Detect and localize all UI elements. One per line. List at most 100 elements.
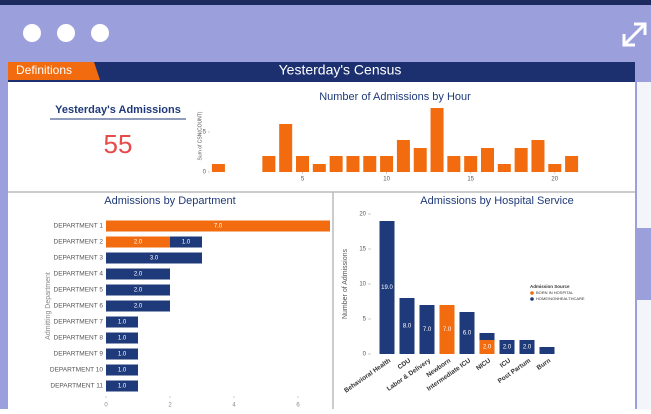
kpi-value: 55 [104,129,133,159]
value-label: 1.0 [118,320,127,326]
y-axis-label: Number of Admissions [342,248,349,319]
expand-icon[interactable] [622,22,647,47]
y-tick-label: DEPARTMENT 6 [54,303,104,310]
value-label: 2.0 [134,240,143,246]
bar-segment [519,340,535,354]
x-tick-label: 2 [168,403,172,409]
value-label: 6.0 [463,331,472,337]
x-tick-label: 15 [467,177,474,183]
legend-title: Admission Source [530,284,570,289]
value-label: 2.0 [503,345,512,351]
y-tick-label: DEPARTMENT 2 [54,239,104,246]
bar [363,156,377,172]
x-tick-label: 10 [383,177,390,183]
legend-swatch [530,297,534,301]
value-label: 2.0 [134,288,143,294]
bar-segment [499,340,515,354]
value-label: 2.0 [483,345,492,351]
bar [565,156,579,172]
bar [548,164,562,172]
bar-segment [439,305,455,354]
bar-segment [106,268,170,280]
x-tick-label: 4 [232,403,236,409]
bar-segment [399,298,415,354]
bar-segment [106,252,202,264]
nav-bar [8,62,635,82]
bar-segment [106,364,138,376]
value-label: 1.0 [118,352,127,358]
y-tick-label: DEPARTMENT 5 [54,287,104,294]
bar [211,164,225,172]
chart-title: Admissions by Department [104,195,235,207]
legend-label: HOME/NONHEALTHCARE [536,296,585,301]
value-label: 1.0 [118,336,127,342]
bar [329,156,343,172]
bar [380,156,394,172]
bar [346,156,360,172]
x-tick-label: 0 [104,403,108,409]
value-label: 8.0 [403,324,412,330]
bar [413,148,427,172]
value-label: 7.0 [214,224,223,230]
bar-segment [459,312,475,354]
value-label: 7.0 [423,327,432,333]
bar [531,140,545,172]
y-tick-label: DEPARTMENT 9 [54,351,104,358]
definitions-tab[interactable] [8,62,100,80]
side-block [637,228,651,300]
y-tick-label: DEPARTMENT 10 [50,367,103,374]
bar-segment [106,380,138,392]
y-tick-label: 0 [363,352,367,358]
bar [396,140,410,172]
dot[interactable] [23,24,41,42]
bar [312,164,326,172]
bar-segment [106,236,170,248]
expand-arrow [622,22,647,47]
y-axis-label: Sum of CSN(COUNT) [197,111,203,160]
chart-title: Admissions by Hospital Service [420,195,573,207]
x-tick-label: 20 [551,177,558,183]
y-tick-label: 0 [203,170,207,176]
chart-title: Number of Admissions by Hour [319,91,471,103]
value-label: 1.0 [118,368,127,374]
legend-label: BORN IN HOSPITAL [536,290,574,295]
value-label: 3.0 [150,256,159,262]
value-label: 7.0 [443,327,452,333]
bar-segment [479,340,495,354]
value-label: 2.0 [134,304,143,310]
bar-segment [106,332,138,344]
top-strip [0,0,651,5]
kpi-label: Yesterday's Admissions [55,104,181,116]
y-tick-label: DEPARTMENT 11 [50,383,103,390]
bar-segment [419,305,435,354]
y-tick-label: DEPARTMENT 1 [54,223,104,230]
bar [279,124,293,172]
bar [447,156,461,172]
y-tick-label: 15 [359,247,366,253]
y-tick-label: 5 [363,317,367,323]
x-tick-label: 6 [296,403,300,409]
value-label: 2.0 [523,345,532,351]
bar-segment [106,316,138,328]
value-label: 2.0 [134,272,143,278]
value-label: 1.0 [118,384,127,390]
bar [430,108,444,172]
y-tick-label: DEPARTMENT 3 [54,255,104,262]
tab-label[interactable]: Definitions [16,63,72,77]
dot[interactable] [57,24,75,42]
bar [481,148,494,172]
legend-swatch [530,291,534,295]
y-axis-label: Admitting Department [45,272,52,340]
dashboard-title: Yesterday's Census [279,62,402,78]
dot[interactable] [91,24,109,42]
bar-segment [539,347,555,354]
bar [296,156,309,172]
bar [497,164,511,172]
y-tick-label: 10 [359,282,366,288]
bar-segment [479,333,495,340]
value-label: 19.0 [381,285,393,291]
bar [464,156,478,172]
bar [262,156,276,172]
